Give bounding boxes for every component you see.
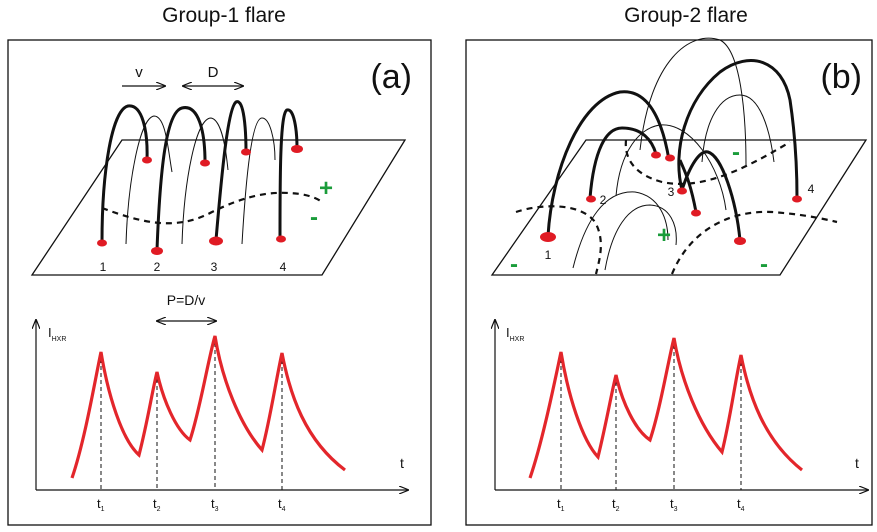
footpoint-label: 2 [600, 193, 607, 207]
footpoint [241, 148, 251, 156]
panel-b-tag: (b) [820, 58, 862, 96]
panel-a: (a) v D [7, 39, 432, 526]
footpoint-label: 3 [668, 185, 675, 199]
panel-a-title: Group-1 flare [162, 4, 286, 27]
footpoint [665, 154, 675, 162]
period-label: P=D/v [167, 292, 206, 308]
footpoint [151, 247, 163, 255]
panel-b: (b) [465, 37, 873, 526]
thin-loops-b [572, 37, 775, 271]
hxr-lightcurve-b [528, 337, 803, 479]
footpoint-label: 1 [100, 260, 107, 274]
polarity-plus: + [657, 222, 671, 249]
footpoint-label: 2 [154, 260, 161, 274]
time-tick-b: t4 [737, 496, 745, 513]
time-tick-a: t3 [211, 496, 219, 513]
peak-drop-lines-b [560, 338, 742, 490]
polarity-minus: - [732, 139, 740, 166]
footpoint [586, 195, 596, 203]
footpoints-b [540, 151, 802, 245]
thick-loops-b [546, 59, 799, 241]
footpoint-label: 4 [808, 182, 815, 196]
photosphere-plane-b [490, 139, 868, 276]
y-axis-label-a: IHXR [48, 325, 66, 343]
polarity-minus: - [310, 204, 318, 231]
footpoint [200, 159, 210, 167]
polarity-plus: + [319, 175, 333, 202]
footpoints-a [97, 145, 303, 255]
footpoint [734, 237, 746, 245]
polarity-inversion-line-a [101, 191, 323, 225]
footpoint [677, 187, 687, 195]
footpoint-label: 3 [211, 260, 218, 274]
time-tick-b: t2 [612, 496, 620, 513]
x-axis-label-b: t [855, 455, 859, 471]
footpoint [142, 156, 152, 164]
peak-drop-lines-a [100, 336, 283, 490]
footpoint [691, 209, 701, 217]
footpoint [209, 236, 223, 246]
thick-loops-a [100, 100, 299, 251]
polarity-inversion-lines-b [515, 139, 838, 275]
footpoint [651, 151, 661, 159]
hxr-lightcurve-a [70, 335, 346, 479]
velocity-label: v [135, 64, 143, 81]
polarity-minus: - [760, 251, 768, 278]
thin-loops-a [125, 115, 276, 245]
footpoint [792, 195, 802, 203]
x-axis-label-a: t [400, 455, 404, 471]
panel-b-title: Group-2 flare [624, 4, 748, 27]
footpoint [97, 239, 107, 247]
footpoint [276, 235, 286, 243]
polarity-minus: - [510, 251, 518, 278]
distance-label: D [208, 64, 219, 81]
footpoint [540, 232, 556, 242]
photosphere-plane-a [30, 139, 407, 276]
footpoint-label: 4 [280, 260, 287, 274]
panel-a-tag: (a) [370, 58, 412, 96]
time-tick-b: t1 [557, 496, 565, 513]
footpoint-label: 1 [545, 248, 552, 262]
panel-a-frame [7, 39, 432, 526]
time-tick-b: t3 [670, 496, 678, 513]
time-tick-a: t1 [97, 496, 105, 513]
panel-b-frame [465, 39, 873, 526]
time-tick-a: t2 [153, 496, 161, 513]
footpoint [291, 145, 303, 153]
time-tick-a: t4 [278, 496, 286, 513]
y-axis-label-b: IHXR [506, 325, 524, 343]
